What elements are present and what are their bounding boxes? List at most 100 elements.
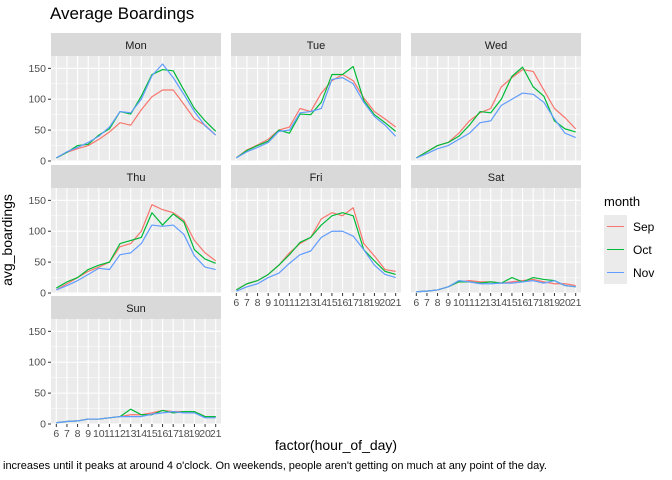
facet-wed: Wed (411, 33, 581, 162)
x-tick-label: 18 (358, 297, 370, 309)
facet-strip-mon (51, 33, 221, 56)
x-tick-label: 8 (435, 297, 441, 309)
x-tick-label: 18 (538, 297, 550, 309)
facet-strip-label-sat: Sat (488, 172, 505, 184)
legend-item-sep: Sep (604, 215, 654, 238)
y-tick-label: 100 (28, 226, 46, 238)
x-tick-label: 16 (337, 297, 349, 309)
legend: month Sep Oct Nov (604, 194, 654, 284)
x-tick-label: 19 (549, 297, 561, 309)
y-tick-label: 100 (28, 357, 46, 369)
panel-background-sat (411, 188, 581, 293)
y-tick-label: 0 (40, 419, 46, 431)
series-line-tue-nov (236, 77, 397, 159)
series-line-thu-nov (56, 224, 216, 291)
x-tick-label: 8 (75, 428, 81, 440)
x-tick-label: 14 (315, 297, 327, 309)
x-tick-label: 13 (485, 297, 497, 309)
x-tick-label: 21 (390, 297, 402, 309)
series-line-wed-oct (416, 66, 576, 159)
legend-swatch-nov (604, 261, 627, 284)
y-tick-label: 0 (40, 288, 46, 300)
series-line-wed-nov (416, 92, 576, 159)
x-tick-label: 12 (294, 297, 306, 309)
x-tick-label: 16 (157, 428, 169, 440)
facet-strip-fri (231, 165, 401, 188)
facet-strip-sun (51, 296, 221, 319)
facet-strip-wed (411, 33, 581, 56)
x-tick-label: 20 (199, 428, 211, 440)
series-line-sun-nov (56, 411, 216, 424)
x-tick-label: 14 (135, 428, 147, 440)
x-tick-label: 11 (104, 428, 115, 440)
x-tick-label: 11 (284, 297, 295, 309)
series-line-fri-oct (236, 212, 396, 291)
panel-background-mon (51, 56, 221, 161)
x-tick-label: 6 (233, 297, 239, 309)
x-tick-label: 9 (445, 297, 451, 309)
x-tick-label: 10 (273, 297, 285, 309)
legend-label-oct: Oct (633, 242, 652, 257)
facet-strip-thu (51, 165, 221, 188)
x-tick-label: 20 (379, 297, 391, 309)
facet-strip-sat (411, 165, 581, 188)
series-line-tue-oct (235, 65, 397, 159)
x-tick-label: 9 (85, 428, 91, 440)
figure-caption: increases until it peaks at around 4 o'c… (3, 460, 547, 472)
facet-strip-label-tue: Tue (307, 40, 326, 52)
facet-thu: Thu 0 50 100 150 (28, 165, 221, 300)
x-tick-label: 13 (125, 428, 137, 440)
facet-strip-label-mon: Mon (125, 40, 146, 52)
series-line-mon-sep (56, 89, 217, 159)
y-tick-label: 150 (28, 63, 46, 75)
y-tick-label: 150 (28, 326, 46, 338)
series-line-tue-sep (235, 73, 397, 159)
x-tick-label: 15 (146, 428, 158, 440)
x-tick-label: 15 (326, 297, 338, 309)
x-tick-label: 7 (424, 297, 430, 309)
panel-background-thu (51, 188, 221, 293)
facet-strip-label-sun: Sun (126, 303, 146, 315)
legend-title: month (604, 194, 641, 209)
x-tick-label: 14 (495, 297, 507, 309)
chart-title: Average Boardings (50, 4, 195, 23)
x-tick-label: 18 (178, 428, 190, 440)
x-tick-label: 10 (93, 428, 105, 440)
y-axis-title: avg_boardings (0, 194, 15, 286)
legend-swatch-sep (604, 215, 627, 238)
facet-strip-label-wed: Wed (485, 40, 507, 52)
series-line-thu-oct (56, 212, 216, 289)
x-tick-label: 17 (167, 428, 179, 440)
y-tick-label: 50 (34, 125, 46, 137)
y-tick-label: 0 (40, 156, 46, 168)
legend-item-nov: Nov (604, 261, 654, 284)
x-tick-label: 17 (347, 297, 359, 309)
y-tick-label: 50 (34, 388, 46, 400)
panel-background-sun (51, 319, 221, 424)
x-tick-label: 21 (570, 297, 582, 309)
legend-item-oct: Oct (604, 238, 654, 261)
facet-tue: Tue (231, 33, 401, 162)
facet-strip-label-thu: Thu (127, 172, 146, 184)
x-axis-title: factor(hour_of_day) (274, 437, 398, 453)
series-line-fri-nov (236, 230, 396, 292)
y-tick-label: 100 (28, 94, 46, 106)
facet-strip-label-fri: Fri (310, 172, 323, 184)
panel-background-wed (411, 56, 581, 161)
legend-label-sep: Sep (633, 219, 655, 234)
x-tick-label: 13 (305, 297, 317, 309)
series-line-sat-nov (416, 280, 576, 293)
x-tick-label: 21 (210, 428, 222, 440)
x-tick-label: 15 (506, 297, 518, 309)
x-tick-label: 6 (413, 297, 419, 309)
y-tick-label: 50 (34, 257, 46, 269)
x-tick-label: 10 (453, 297, 465, 309)
series-line-mon-nov (56, 63, 217, 159)
x-tick-label: 6 (53, 428, 59, 440)
x-tick-label: 12 (114, 428, 126, 440)
x-tick-label: 7 (64, 428, 70, 440)
